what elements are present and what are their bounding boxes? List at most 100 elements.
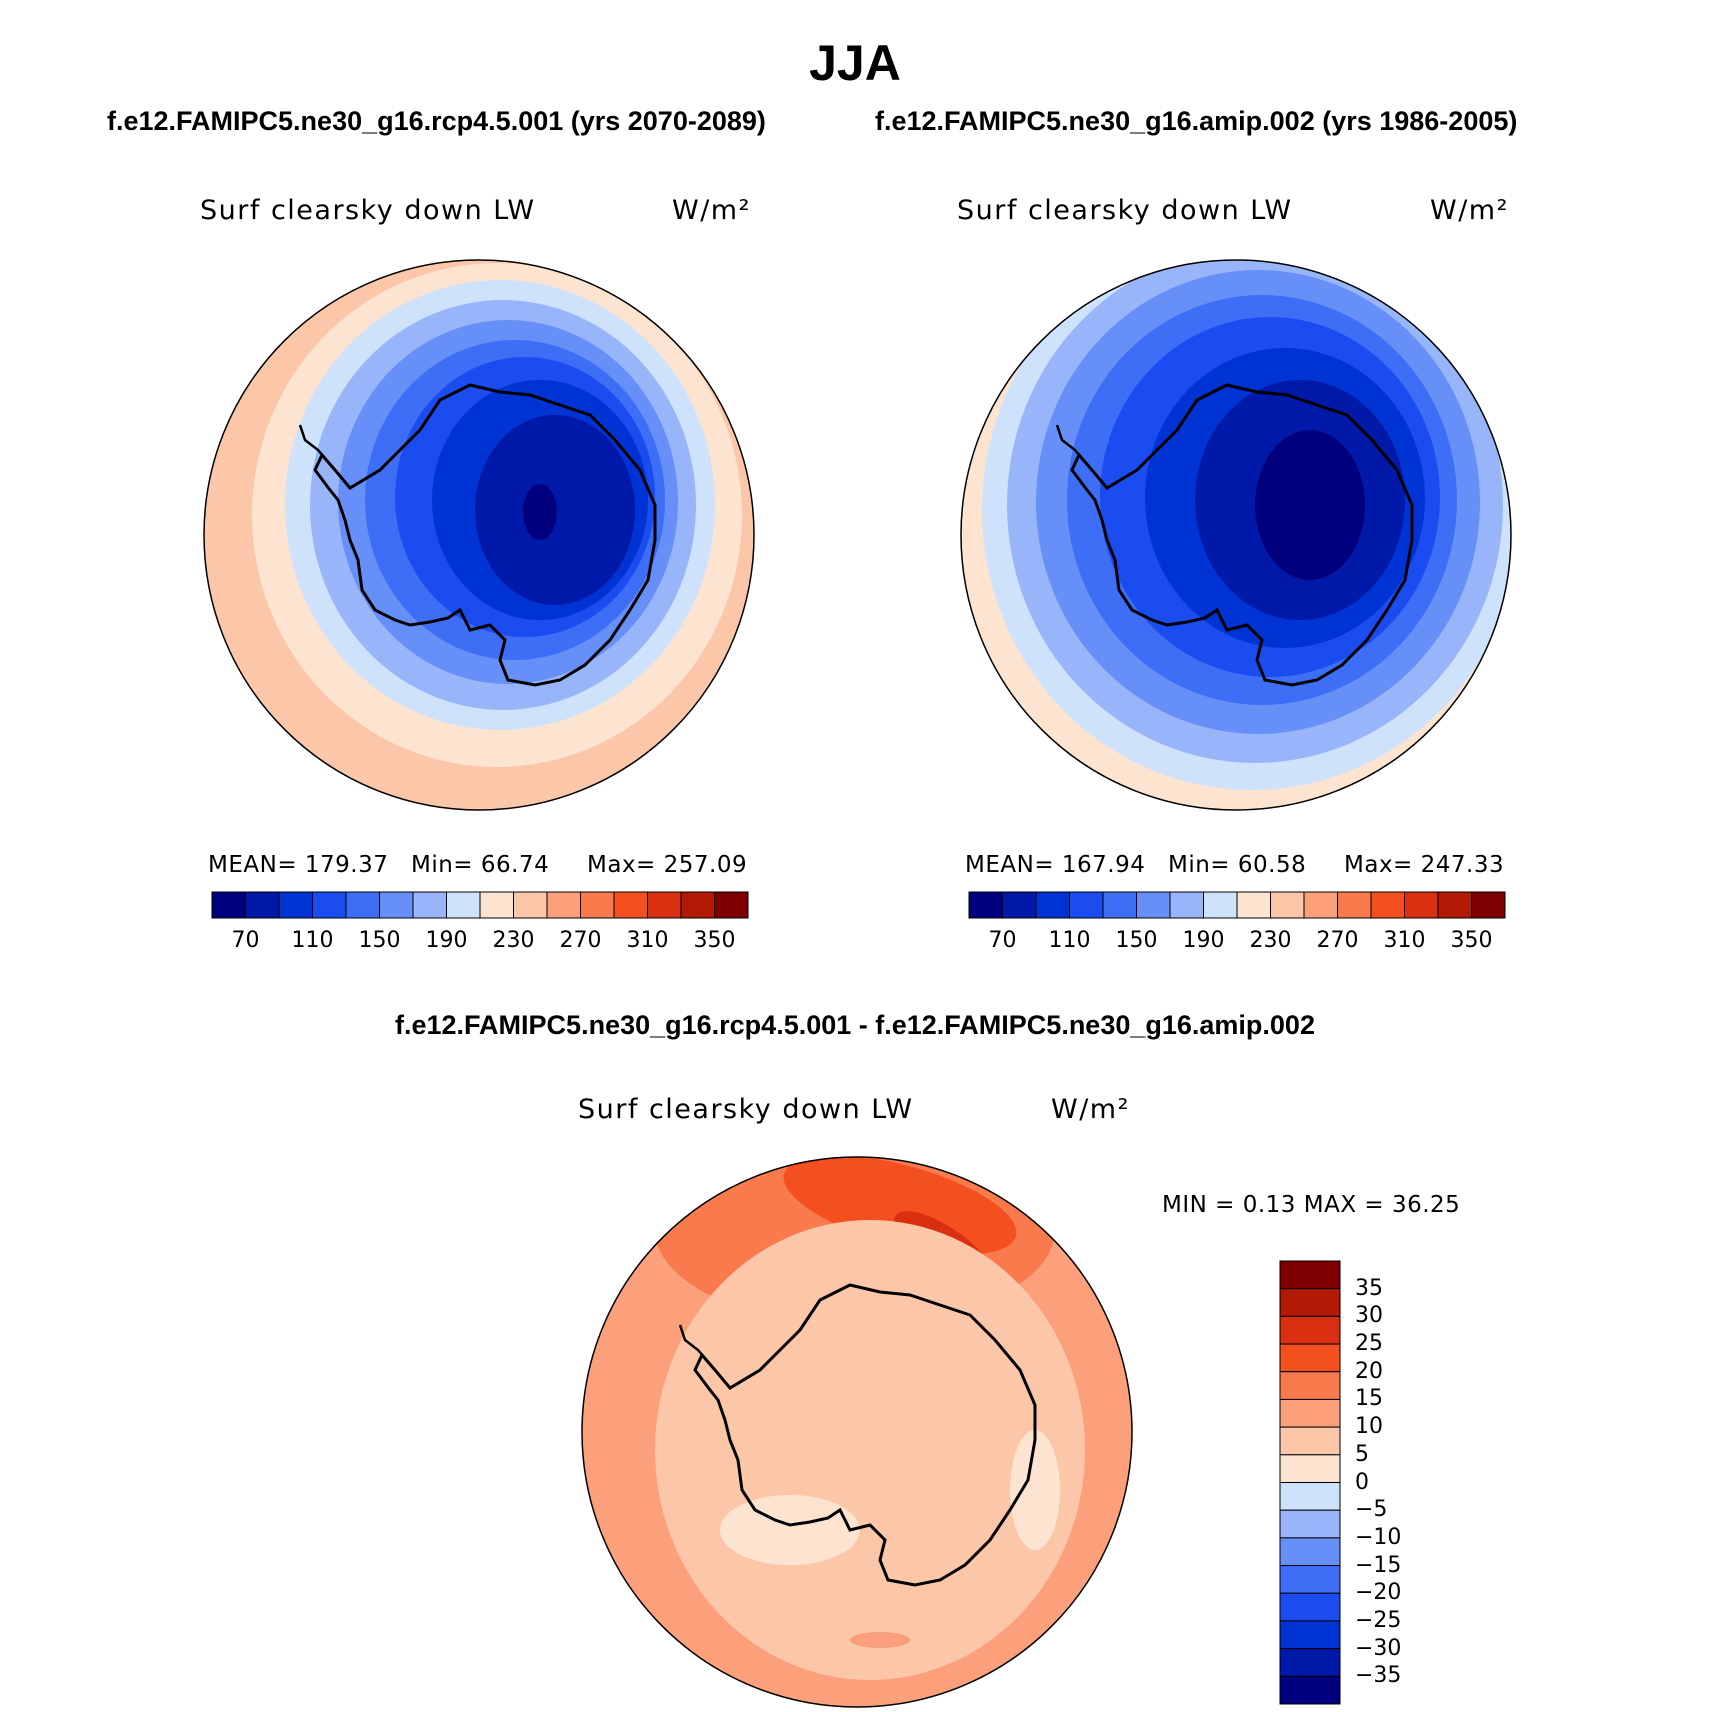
right-panel-units: W/m² — [1430, 195, 1509, 226]
colorbar-tick-label: −20 — [1355, 1580, 1402, 1606]
colorbar-swatch — [1279, 1648, 1341, 1677]
colorbar-tick-label: 70 — [231, 928, 260, 953]
colorbar-tick-label: 20 — [1355, 1358, 1383, 1384]
colorbar-tick-label: −25 — [1355, 1607, 1402, 1633]
colorbar-swatch — [479, 891, 514, 919]
colorbar-swatch — [1035, 891, 1070, 919]
colorbar-swatch — [446, 891, 481, 919]
colorbar-tick-label: 270 — [1316, 928, 1359, 953]
colorbar-tick-label: 310 — [1383, 928, 1426, 953]
colorbar-left — [211, 891, 749, 919]
colorbar-swatch — [546, 891, 581, 919]
colorbar-swatch — [1102, 891, 1137, 919]
colorbar-tick-label: 0 — [1355, 1469, 1369, 1495]
colorbar-swatch — [1279, 1315, 1341, 1345]
colorbar-tick-label: 350 — [1450, 928, 1493, 953]
colorbar-tick-label: 150 — [358, 928, 401, 953]
colorbar-swatch — [714, 891, 749, 919]
colorbar-tick-label: 25 — [1355, 1331, 1383, 1357]
colorbar-tick-label: 150 — [1115, 928, 1158, 953]
colorbar-swatch — [278, 891, 313, 919]
left-polar-map — [203, 259, 755, 811]
colorbar-swatch — [1279, 1371, 1341, 1400]
colorbar-swatch — [1279, 1288, 1341, 1317]
colorbar-swatch — [1370, 891, 1405, 919]
colorbar-swatch — [1136, 891, 1171, 919]
right-max: Max= 247.33 — [1344, 852, 1505, 878]
colorbar-swatch — [1404, 891, 1439, 919]
case-title-left: f.e12.FAMIPC5.ne30_g16.rcp4.5.001 (yrs 2… — [107, 106, 766, 136]
colorbar-swatch — [1279, 1426, 1341, 1456]
colorbar-swatch — [1169, 891, 1204, 919]
colorbar-swatch — [1303, 891, 1338, 919]
colorbar-tick-label: 110 — [291, 928, 334, 953]
diff-panel-variable: Surf clearsky down LW — [578, 1094, 914, 1125]
colorbar-swatch — [680, 891, 715, 919]
colorbar-swatch — [1279, 1482, 1341, 1511]
colorbar-tick-label: 270 — [559, 928, 602, 953]
antarctica-coastline — [693, 1283, 1037, 1587]
colorbar-swatch — [412, 891, 447, 919]
colorbar-swatch — [580, 891, 615, 919]
colorbar-swatch — [379, 891, 414, 919]
colorbar-tick-label: 5 — [1355, 1441, 1369, 1467]
colorbar-tick-label: 30 — [1355, 1303, 1383, 1329]
colorbar-swatch — [647, 891, 682, 919]
diff-panel-units: W/m² — [1051, 1094, 1130, 1125]
colorbar-swatch — [1279, 1675, 1341, 1705]
colorbar-tick-label: 190 — [1182, 928, 1225, 953]
colorbar-swatch — [968, 891, 1003, 919]
colorbar-tick-label: −30 — [1355, 1635, 1402, 1661]
colorbar-swatch — [1471, 891, 1506, 919]
left-mean: MEAN= 179.37 — [208, 852, 389, 878]
colorbar-swatch — [1437, 891, 1472, 919]
colorbar-tick-label: −10 — [1355, 1524, 1402, 1550]
colorbar-tick-label: 110 — [1048, 928, 1091, 953]
case-title-right: f.e12.FAMIPC5.ne30_g16.amip.002 (yrs 198… — [875, 106, 1518, 136]
colorbar-swatch — [1337, 891, 1372, 919]
right-polar-map — [960, 259, 1512, 811]
colorbar-tick-label: 70 — [988, 928, 1017, 953]
colorbar-swatch — [345, 891, 380, 919]
colorbar-tick-label: 350 — [693, 928, 736, 953]
colorbar-tick-label: 310 — [626, 928, 669, 953]
colorbar-tick-label: −5 — [1355, 1497, 1388, 1523]
colorbar-tick-label: 230 — [1249, 928, 1292, 953]
colorbar-tick-label: 230 — [492, 928, 535, 953]
left-panel-units: W/m² — [672, 195, 751, 226]
colorbar-swatch — [312, 891, 347, 919]
colorbar-swatch — [613, 891, 648, 919]
antarctica-coastline — [1070, 383, 1414, 687]
colorbar-swatch — [1002, 891, 1037, 919]
left-panel-variable: Surf clearsky down LW — [200, 195, 536, 226]
colorbar-right — [968, 891, 1506, 919]
colorbar-diff — [1279, 1260, 1341, 1705]
colorbar-swatch — [211, 891, 246, 919]
diff-polar-map — [581, 1156, 1133, 1708]
colorbar-tick-label: 15 — [1355, 1386, 1383, 1412]
colorbar-tick-label: 190 — [425, 928, 468, 953]
figure-title: JJA — [809, 35, 901, 91]
antarctica-coastline — [313, 383, 657, 687]
colorbar-tick-label: −15 — [1355, 1552, 1402, 1578]
colorbar-swatch — [1279, 1537, 1341, 1567]
colorbar-swatch — [1279, 1260, 1341, 1290]
colorbar-swatch — [1270, 891, 1305, 919]
colorbar-swatch — [245, 891, 280, 919]
right-panel-variable: Surf clearsky down LW — [957, 195, 1293, 226]
colorbar-swatch — [1279, 1592, 1341, 1622]
colorbar-tick-label: 10 — [1355, 1414, 1383, 1440]
colorbar-swatch — [1279, 1565, 1341, 1594]
diff-min-max: MIN = 0.13 MAX = 36.25 — [1162, 1192, 1461, 1218]
colorbar-swatch — [1279, 1454, 1341, 1483]
right-min: Min= 60.58 — [1168, 852, 1307, 878]
colorbar-swatch — [1279, 1398, 1341, 1428]
colorbar-swatch — [1069, 891, 1104, 919]
colorbar-swatch — [1279, 1620, 1341, 1650]
left-max: Max= 257.09 — [587, 852, 748, 878]
colorbar-swatch — [1236, 891, 1271, 919]
diff-title: f.e12.FAMIPC5.ne30_g16.rcp4.5.001 - f.e1… — [395, 1010, 1315, 1040]
colorbar-swatch — [1279, 1509, 1341, 1539]
colorbar-tick-label: 35 — [1355, 1275, 1383, 1301]
colorbar-swatch — [1279, 1343, 1341, 1373]
